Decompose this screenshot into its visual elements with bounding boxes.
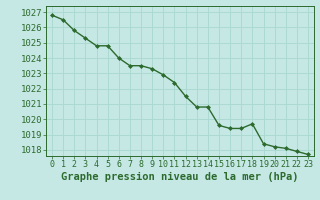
X-axis label: Graphe pression niveau de la mer (hPa): Graphe pression niveau de la mer (hPa) (61, 172, 299, 182)
